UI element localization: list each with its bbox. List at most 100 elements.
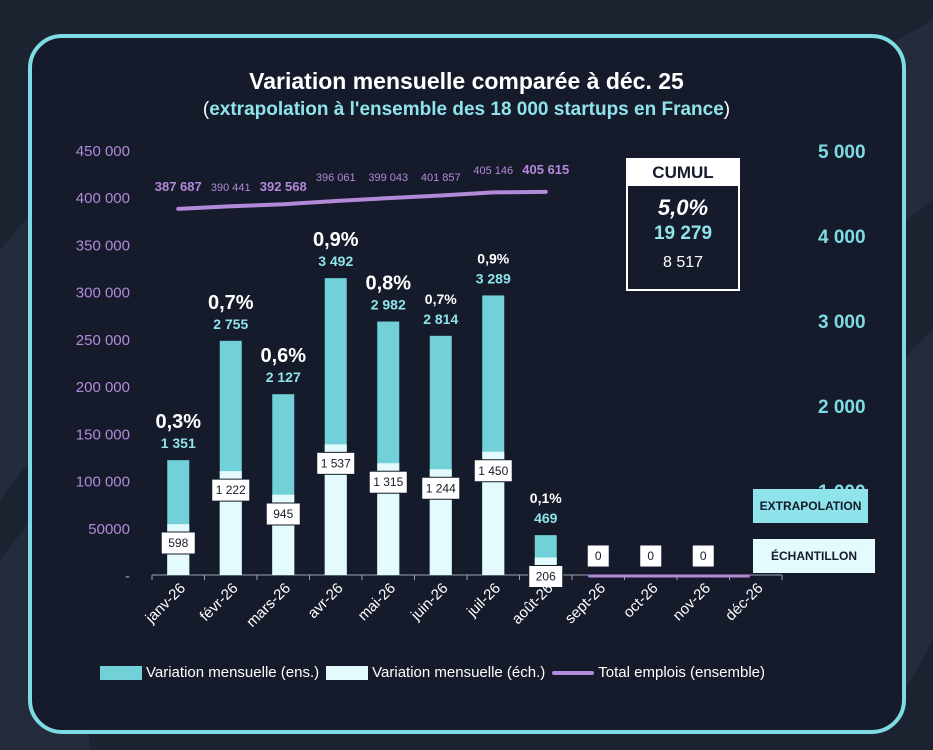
- pct-data-label: 0,7%: [425, 291, 457, 307]
- left-tick-label: 400 000: [76, 190, 130, 207]
- extrapolation-tag: EXTRAPOLATION: [753, 489, 868, 523]
- ens-data-label: 2 755: [213, 316, 248, 332]
- right-tick-label: 2 000: [818, 397, 866, 418]
- legend-item-ens: Variation mensuelle (ens.): [100, 664, 319, 681]
- line-data-label: 396 061: [316, 172, 356, 184]
- ech-label-box: [316, 451, 356, 475]
- subtitle-open: (: [202, 99, 210, 120]
- legend-swatch-line: [552, 670, 595, 675]
- subtitle-highlight: extrapolation à l'ensemble des 18 000 st…: [209, 99, 724, 120]
- line-data-label: 401 857: [421, 172, 461, 184]
- pct-data-label: 0,7%: [208, 292, 254, 314]
- line-data-label: 405 615: [522, 162, 569, 177]
- line-data-label: 390 441: [211, 182, 251, 194]
- ech-label-box: [421, 476, 461, 500]
- category-label: juin-26: [407, 580, 452, 625]
- ech-data-label: 206: [536, 569, 556, 583]
- ens-data-label: 1 351: [161, 435, 196, 451]
- ech-label-box: [160, 531, 196, 555]
- cumul-extrapolation: 19 279: [653, 223, 713, 244]
- line-point: [544, 190, 548, 194]
- line-data-label: 392 568: [260, 179, 307, 194]
- line-point: [281, 202, 285, 206]
- ech-label-box: [265, 502, 301, 526]
- line-point: [491, 190, 495, 194]
- ens-data-label: 469: [534, 510, 558, 526]
- ech-data-label: 0: [700, 549, 707, 563]
- ech-data-label: 1 315: [373, 475, 403, 489]
- line-point: [386, 196, 390, 200]
- line-data-label: 387 687: [155, 179, 202, 194]
- right-tick-label: 4 000: [818, 227, 866, 248]
- ech-label-box: [211, 478, 251, 502]
- left-tick-label: 250 000: [76, 332, 130, 349]
- line-data-label: 399 043: [368, 172, 408, 184]
- legend-item-line: Total emplois (ensemble): [552, 664, 765, 681]
- ech-label-box: [528, 564, 564, 588]
- cumul-echantillon: 8 517: [662, 254, 704, 271]
- subtitle-close: ): [723, 99, 731, 120]
- left-tick-label: 100 000: [76, 474, 130, 491]
- right-tick-label: 5 000: [818, 142, 866, 163]
- pct-data-label: 0,6%: [260, 345, 306, 367]
- right-tick-label: 3 000: [818, 312, 866, 333]
- pct-data-label: 0,8%: [365, 273, 411, 295]
- ens-data-label: 3 492: [318, 253, 353, 269]
- ens-data-label: 2 982: [371, 297, 406, 313]
- ech-data-label: 598: [168, 536, 188, 550]
- line-point: [334, 199, 338, 203]
- legend-item-ech: Variation mensuelle (éch.): [326, 664, 545, 681]
- ech-data-label: 0: [647, 549, 654, 563]
- line-data-label: 405 146: [473, 165, 513, 177]
- ech-data-label: 945: [273, 507, 293, 521]
- ech-label-box: [368, 470, 408, 494]
- category-label: mars-26: [243, 580, 294, 631]
- cumul-header: CUMUL: [628, 160, 738, 186]
- category-label: sept-26: [562, 580, 609, 627]
- left-tick-label: 350 000: [76, 237, 130, 254]
- category-label: mai-26: [355, 580, 399, 624]
- category-label: déc-26: [722, 580, 766, 624]
- ens-data-label: 3 289: [476, 270, 511, 286]
- left-tick-label: 150 000: [76, 426, 130, 443]
- cumul-box: CUMUL 5,0% 19 279 8 517: [626, 158, 740, 291]
- category-label: juil-26: [463, 580, 504, 621]
- left-tick-label: -: [125, 568, 130, 585]
- echantillon-tag: ÉCHANTILLON: [753, 539, 875, 573]
- legend-label-ens: Variation mensuelle (ens.): [146, 664, 320, 681]
- category-label: févr-26: [197, 580, 242, 625]
- ech-label-box: [639, 544, 663, 568]
- ech-data-label: 0: [595, 549, 602, 563]
- line-point: [439, 193, 443, 197]
- category-label: janv-26: [142, 580, 190, 628]
- legend-swatch-ech: [326, 665, 369, 680]
- chart-card: [28, 34, 906, 734]
- legend-swatch-ens: [100, 665, 142, 680]
- chart-title: Variation mensuelle comparée à déc. 25: [249, 68, 684, 94]
- chart-subtitle: (extrapolation à l'ensemble des 18 000 s…: [0, 99, 933, 121]
- legend-label-line: Total emplois (ensemble): [598, 664, 766, 681]
- left-tick-label: 450 000: [76, 143, 130, 160]
- ech-label-box: [586, 544, 610, 568]
- category-label: avr-26: [304, 580, 346, 622]
- line-total-emplois: [176, 189, 548, 211]
- left-tick-label: 300 000: [76, 285, 130, 302]
- cumul-percent: 5,0%: [657, 195, 709, 220]
- pct-data-label: 0,9%: [313, 229, 359, 251]
- ech-label-box: [473, 459, 513, 483]
- ens-data-label: 2 814: [423, 311, 458, 327]
- legend-label-ech: Variation mensuelle (éch.): [372, 664, 546, 681]
- pct-data-label: 0,3%: [155, 411, 201, 433]
- pct-data-label: 0,1%: [530, 490, 562, 506]
- ech-data-label: 1 222: [216, 483, 246, 497]
- pct-data-label: 0,9%: [477, 250, 509, 266]
- ech-data-label: 1 244: [426, 481, 456, 495]
- left-tick-label: 200 000: [76, 379, 130, 396]
- ens-data-label: 2 127: [266, 369, 301, 385]
- ech-data-label: 1 450: [478, 464, 508, 478]
- bar-ech: [324, 444, 347, 575]
- ech-data-label: 1 537: [321, 456, 351, 470]
- legend: Variation mensuelle (ens.) Variation men…: [100, 664, 772, 681]
